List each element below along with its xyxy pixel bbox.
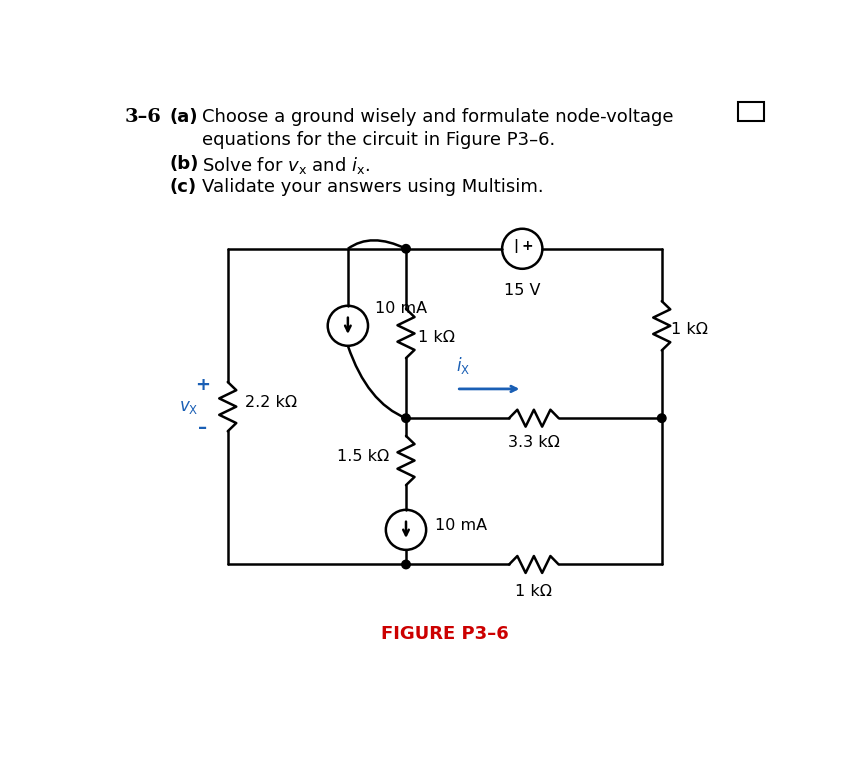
Text: 2.2 kΩ: 2.2 kΩ: [245, 395, 297, 410]
Text: FIGURE P3–6: FIGURE P3–6: [381, 625, 509, 643]
Text: (c): (c): [170, 178, 197, 196]
Text: Choose a ground wisely and formulate node-voltage: Choose a ground wisely and formulate nod…: [202, 108, 673, 126]
Text: (b): (b): [170, 155, 199, 172]
Text: $v_\mathrm{X}$: $v_\mathrm{X}$: [179, 398, 198, 416]
Text: 1 kΩ: 1 kΩ: [516, 584, 553, 599]
Text: 3–6: 3–6: [125, 108, 162, 126]
Text: –: –: [198, 419, 208, 437]
Text: |: |: [513, 239, 517, 253]
Text: 3.3 kΩ: 3.3 kΩ: [508, 435, 560, 450]
Text: 15 V: 15 V: [504, 284, 541, 298]
Text: +: +: [522, 239, 534, 253]
Circle shape: [402, 560, 410, 569]
Text: Solve for $v_\mathrm{x}$ and $i_\mathrm{x}$.: Solve for $v_\mathrm{x}$ and $i_\mathrm{…: [202, 155, 370, 176]
Text: 10 mA: 10 mA: [375, 301, 427, 316]
Text: 1 kΩ: 1 kΩ: [671, 322, 708, 337]
Text: Validate your answers using Multisim.: Validate your answers using Multisim.: [202, 178, 544, 196]
Circle shape: [658, 414, 666, 423]
Circle shape: [402, 414, 410, 423]
Text: 1.5 kΩ: 1.5 kΩ: [337, 449, 389, 464]
Text: $i_\mathrm{X}$: $i_\mathrm{X}$: [456, 355, 471, 376]
Text: +: +: [195, 376, 210, 394]
FancyBboxPatch shape: [738, 103, 764, 121]
Text: equations for the circuit in Figure P3–6.: equations for the circuit in Figure P3–6…: [202, 131, 555, 149]
Text: 10 mA: 10 mA: [436, 518, 487, 534]
Text: 1 kΩ: 1 kΩ: [418, 329, 455, 345]
Circle shape: [402, 245, 410, 253]
Text: (a): (a): [170, 108, 198, 126]
